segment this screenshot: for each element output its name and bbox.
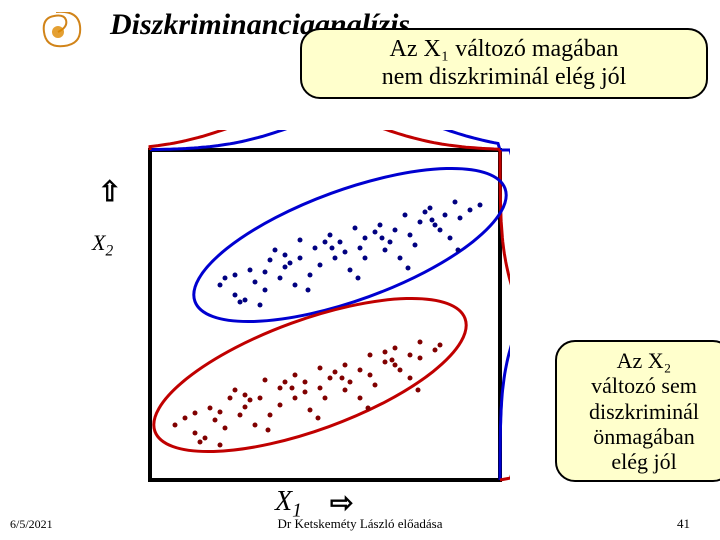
y-axis-label: X2 [92, 230, 113, 260]
callout-top-line2: nem diszkriminál elég jól [382, 64, 627, 90]
callout-right-l2: változó sem [591, 373, 697, 398]
callout-right-l4: önmagában [593, 424, 694, 449]
scatter-chart [140, 130, 510, 490]
callout-right-l1: Az X₂ [617, 348, 672, 373]
footer-center: Dr Ketskeméty László előadása [0, 516, 720, 532]
callout-top: Az X₁ változó magában nem diszkriminál e… [300, 28, 708, 99]
page-number: 41 [677, 516, 690, 532]
arrow-right-icon: ⇨ [330, 486, 353, 520]
bullet-spiral-icon [28, 12, 88, 52]
callout-right-l5: elég jól [611, 449, 676, 474]
callout-right: Az X₂ változó sem diszkriminál önmagában… [555, 340, 720, 482]
callout-right-l3: diszkriminál [589, 399, 699, 424]
arrow-up-icon: ⇧ [98, 175, 121, 209]
callout-top-line1: Az X₁ változó magában [390, 36, 619, 62]
